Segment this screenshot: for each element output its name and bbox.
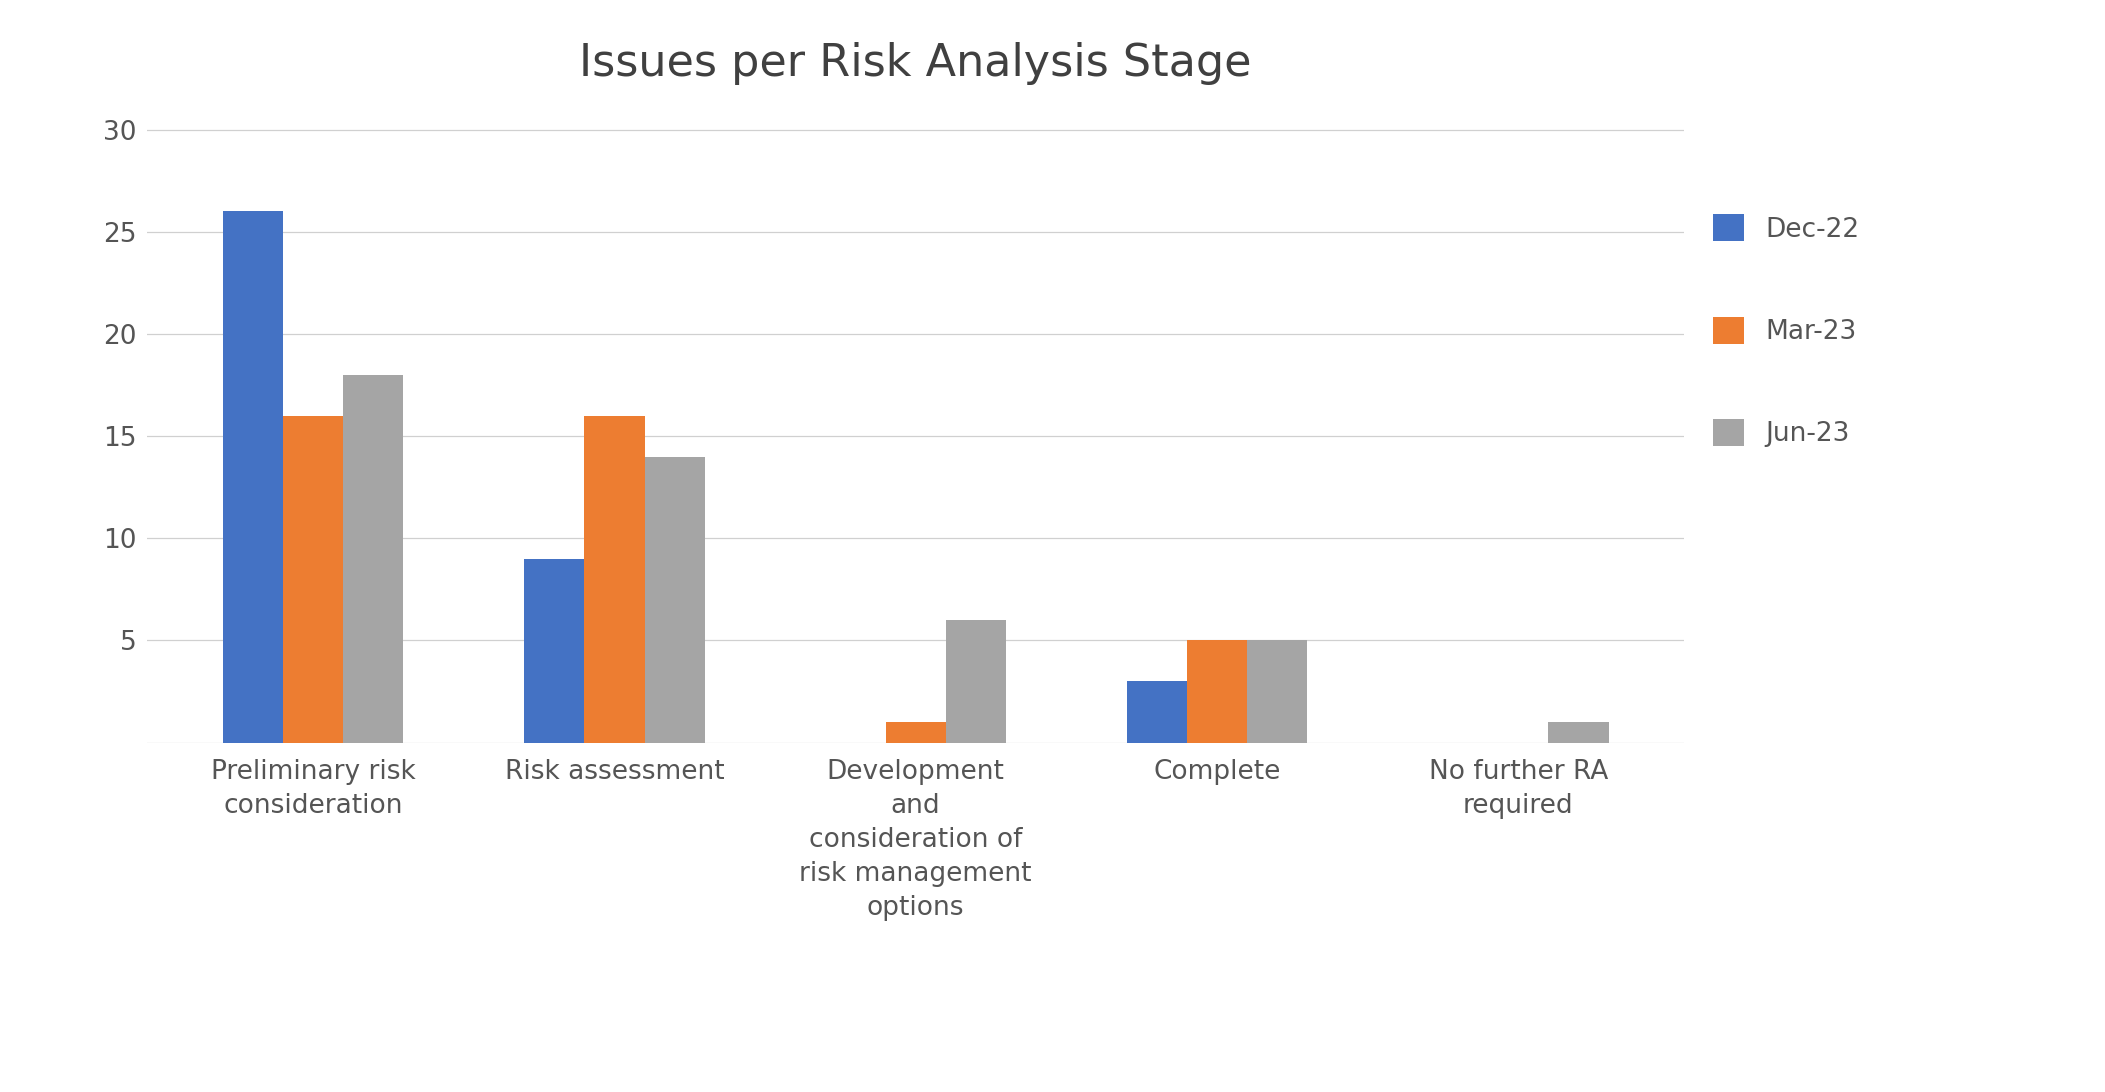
Legend: Dec-22, Mar-23, Jun-23: Dec-22, Mar-23, Jun-23	[1713, 214, 1859, 448]
Bar	[945, 620, 1006, 743]
Bar	[886, 722, 945, 743]
Bar	[223, 212, 282, 743]
Bar	[585, 416, 644, 743]
Title: Issues per Risk Analysis Stage: Issues per Risk Analysis Stage	[579, 41, 1252, 85]
Bar	[282, 416, 343, 743]
Bar	[1126, 681, 1187, 743]
Bar	[343, 375, 404, 743]
Bar	[1549, 722, 1608, 743]
Bar	[1246, 640, 1307, 743]
Bar	[524, 559, 585, 743]
Bar	[1187, 640, 1246, 743]
Bar	[644, 456, 705, 743]
